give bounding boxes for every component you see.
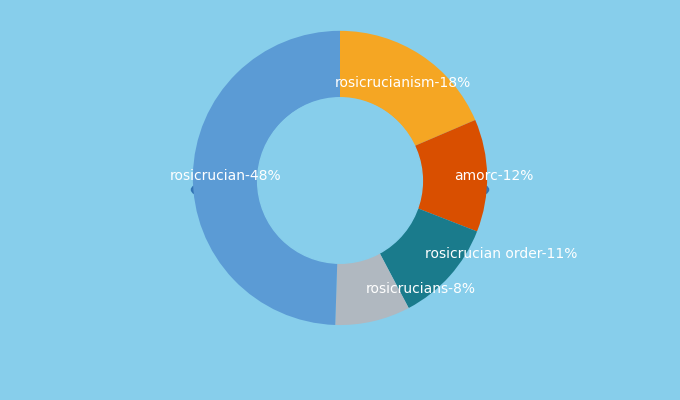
Ellipse shape bbox=[191, 169, 489, 210]
Wedge shape bbox=[193, 31, 340, 325]
Text: rosicrucian order-11%: rosicrucian order-11% bbox=[425, 247, 577, 261]
Wedge shape bbox=[414, 120, 487, 232]
Text: rosicrucianism-18%: rosicrucianism-18% bbox=[335, 76, 471, 90]
Text: rosicrucians-8%: rosicrucians-8% bbox=[366, 282, 475, 296]
Wedge shape bbox=[335, 250, 409, 325]
Text: amorc-12%: amorc-12% bbox=[454, 169, 533, 183]
Wedge shape bbox=[378, 207, 477, 308]
Text: rosicrucian-48%: rosicrucian-48% bbox=[170, 169, 282, 183]
Wedge shape bbox=[340, 31, 475, 146]
Circle shape bbox=[258, 98, 422, 263]
